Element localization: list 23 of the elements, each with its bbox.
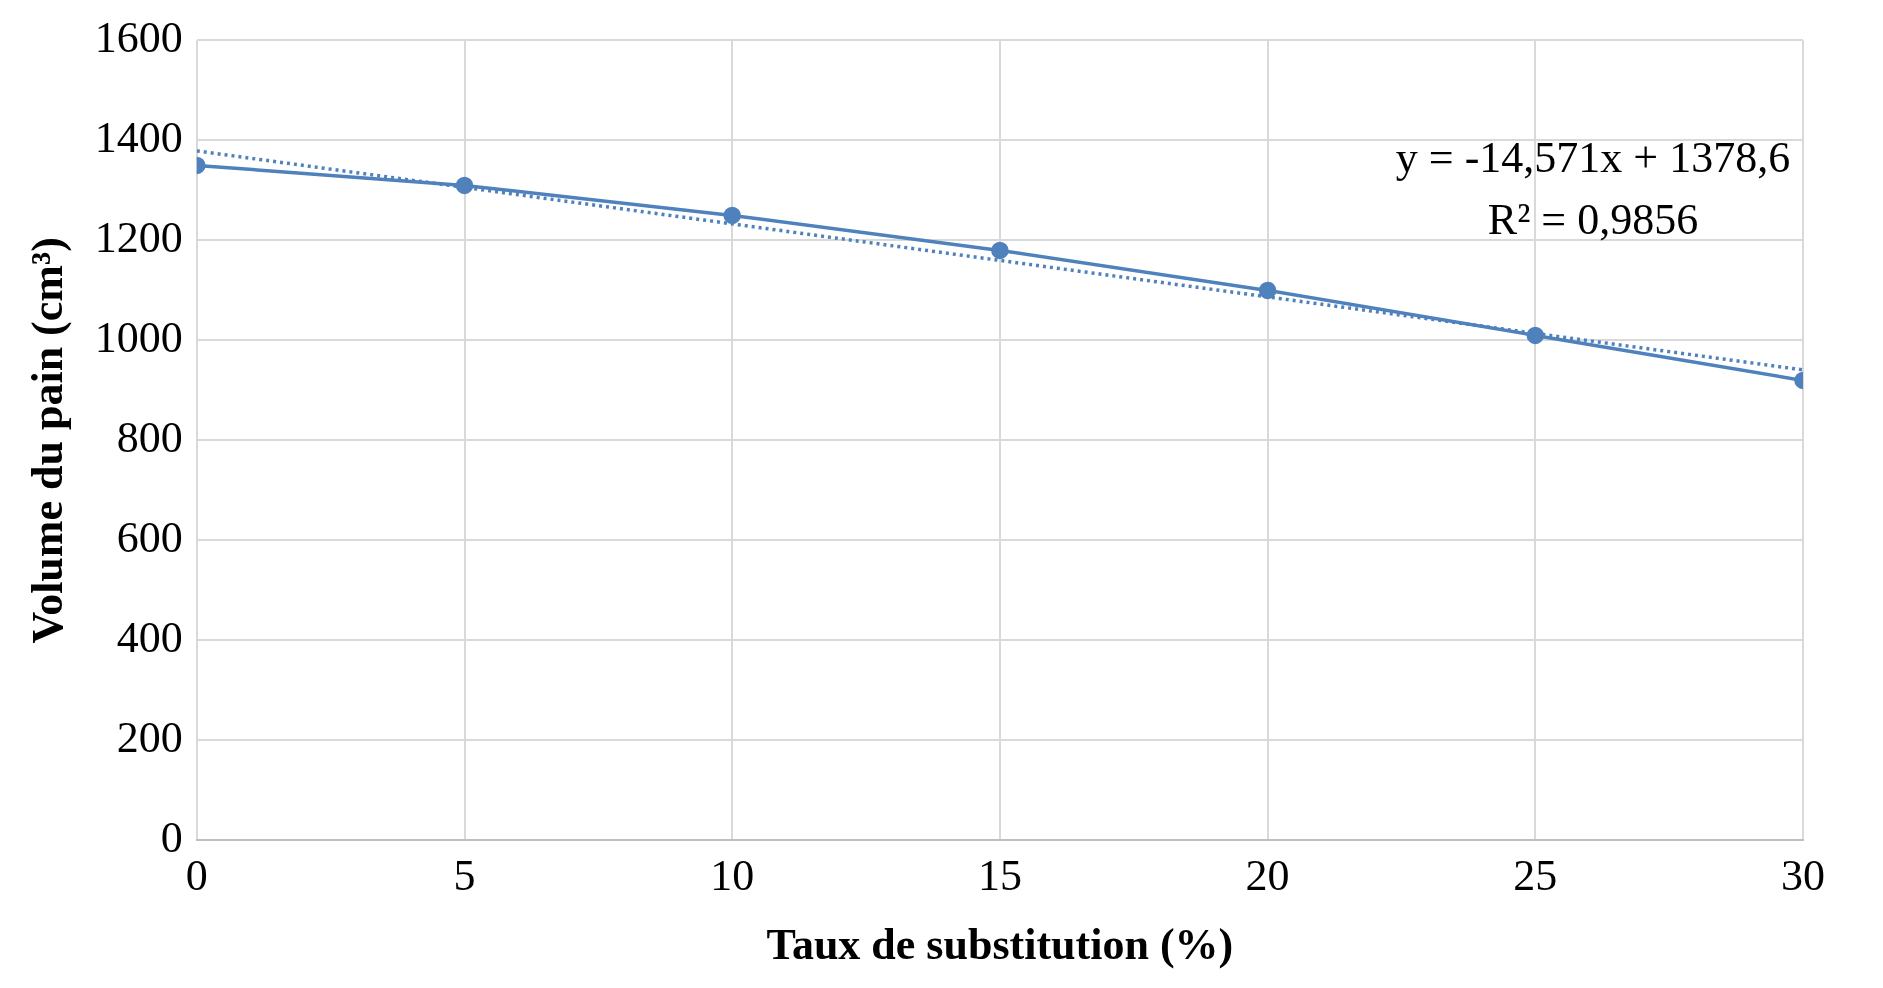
x-axis-title: Taux de substitution (%) xyxy=(766,919,1234,969)
y-tick-label: 800 xyxy=(116,412,183,462)
y-tick-label: 0 xyxy=(160,812,183,862)
annotation: R² = 0,9856 xyxy=(1487,194,1699,244)
y-tick-label: 1400 xyxy=(94,112,183,162)
point xyxy=(723,206,741,225)
y-axis-title: Volume du pain (cm³) xyxy=(22,237,72,644)
point xyxy=(991,241,1009,260)
x-tick-label: 15 xyxy=(977,851,1022,901)
x-tick-label: 30 xyxy=(1781,851,1825,901)
point xyxy=(1258,281,1277,300)
y-tick-label: 600 xyxy=(116,512,183,562)
x-tick-label: 10 xyxy=(710,851,755,901)
x-tick-label: 20 xyxy=(1245,851,1290,901)
point xyxy=(455,176,474,195)
annotation: y = -14,571x + 1378,6 xyxy=(1395,132,1791,182)
y-tick-label: 1000 xyxy=(94,312,183,362)
y-tick-label: 1600 xyxy=(94,12,183,62)
y-tick-label: 200 xyxy=(116,712,183,762)
y-tick-label: 1200 xyxy=(94,212,183,262)
x-tick-label: 25 xyxy=(1513,851,1558,901)
y-tick-label: 400 xyxy=(116,612,183,662)
x-tick-label: 5 xyxy=(453,851,476,901)
